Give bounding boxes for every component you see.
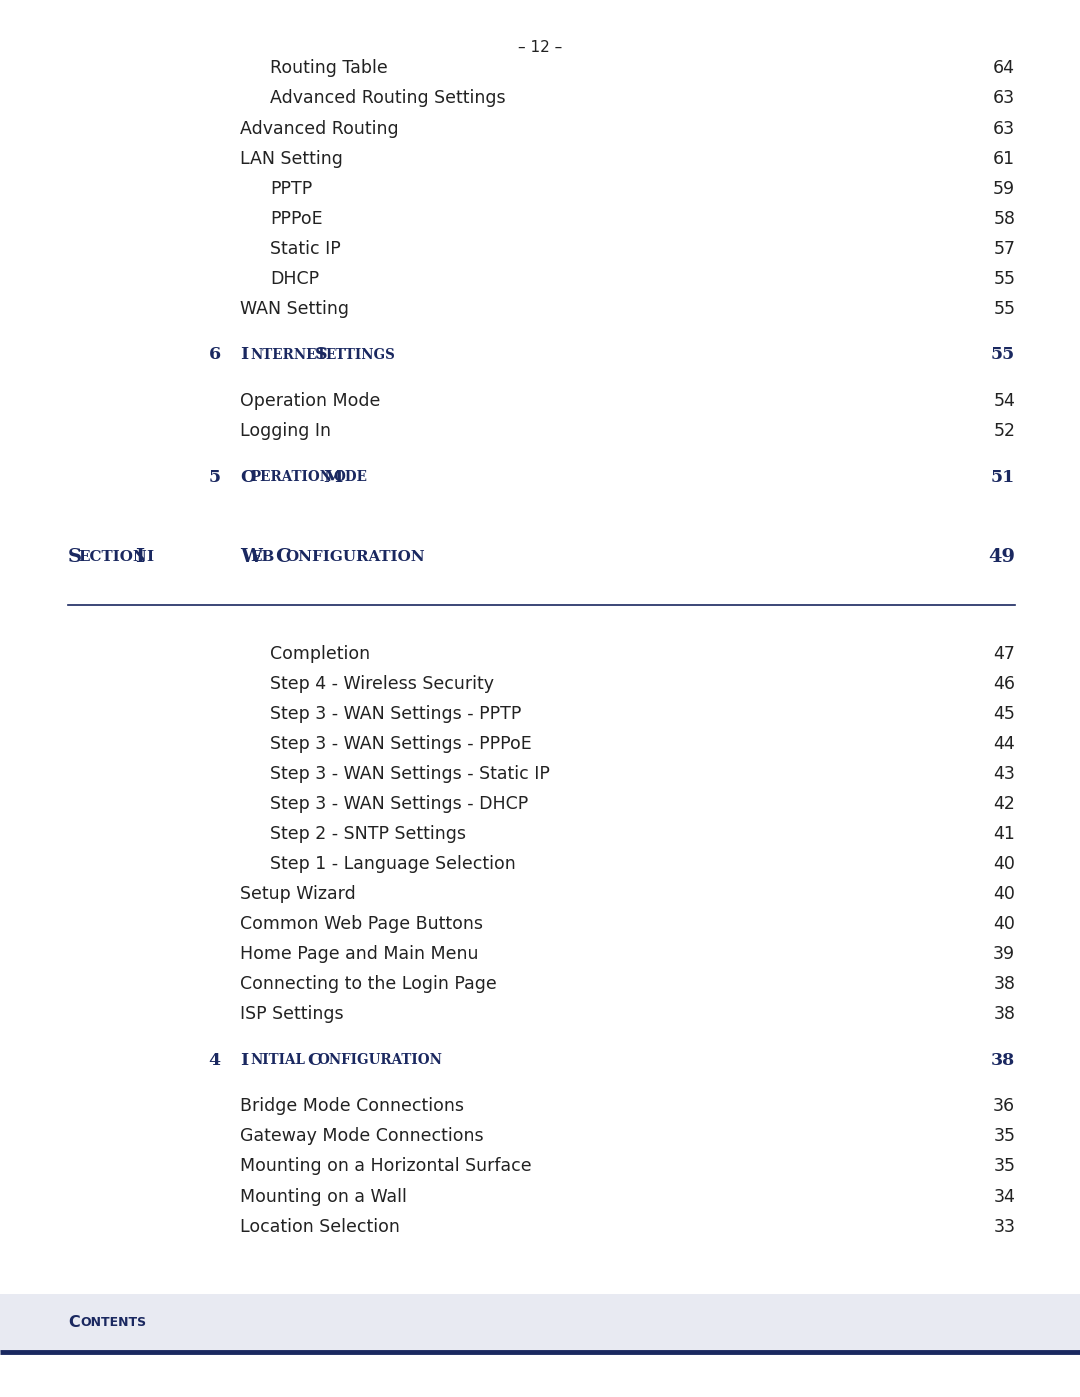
Text: DHCP: DHCP — [270, 270, 319, 288]
Text: 38: 38 — [994, 975, 1015, 993]
Text: I: I — [136, 549, 145, 566]
Text: C: C — [68, 1316, 80, 1330]
Text: 43: 43 — [994, 766, 1015, 782]
Text: 61: 61 — [994, 149, 1015, 168]
Text: 36: 36 — [994, 1098, 1015, 1115]
Text: C: C — [308, 1052, 321, 1069]
Text: 52: 52 — [994, 422, 1015, 440]
Text: 55: 55 — [994, 300, 1015, 317]
Bar — [0, 1294, 1080, 1352]
Text: 44: 44 — [994, 735, 1015, 753]
Text: NITIAL: NITIAL — [251, 1053, 305, 1067]
Text: Step 2 - SNTP Settings: Step 2 - SNTP Settings — [270, 826, 465, 842]
Text: Completion: Completion — [270, 645, 370, 662]
Text: 42: 42 — [994, 795, 1015, 813]
Text: 38: 38 — [994, 1006, 1015, 1023]
Text: 45: 45 — [994, 705, 1015, 722]
Text: 46: 46 — [994, 675, 1015, 693]
Text: LAN Setting: LAN Setting — [240, 149, 342, 168]
Text: I: I — [146, 550, 153, 564]
Text: Advanced Routing Settings: Advanced Routing Settings — [270, 89, 505, 108]
Text: PPPoE: PPPoE — [270, 210, 323, 228]
Text: Step 3 - WAN Settings - PPTP: Step 3 - WAN Settings - PPTP — [270, 705, 522, 722]
Text: PERATION: PERATION — [251, 469, 332, 485]
Text: 47: 47 — [994, 645, 1015, 662]
Text: PPTP: PPTP — [270, 180, 312, 197]
Text: Bridge Mode Connections: Bridge Mode Connections — [240, 1098, 463, 1115]
Text: – 12 –: – 12 – — [518, 41, 562, 54]
Text: Step 3 - WAN Settings - PPPoE: Step 3 - WAN Settings - PPPoE — [270, 735, 531, 753]
Text: Step 3 - WAN Settings - DHCP: Step 3 - WAN Settings - DHCP — [270, 795, 528, 813]
Text: ONFIGURATION: ONFIGURATION — [318, 1053, 443, 1067]
Text: Connecting to the Login Page: Connecting to the Login Page — [240, 975, 497, 993]
Text: Setup Wizard: Setup Wizard — [240, 886, 355, 902]
Text: 63: 63 — [994, 89, 1015, 108]
Text: ONFIGURATION: ONFIGURATION — [285, 550, 424, 564]
Text: Logging In: Logging In — [240, 422, 330, 440]
Text: 54: 54 — [994, 393, 1015, 409]
Text: Mounting on a Wall: Mounting on a Wall — [240, 1187, 407, 1206]
Text: 63: 63 — [994, 120, 1015, 137]
Text: 35: 35 — [994, 1127, 1015, 1146]
Text: 5: 5 — [208, 468, 220, 486]
Text: Static IP: Static IP — [270, 240, 341, 257]
Text: ISP Settings: ISP Settings — [240, 1006, 343, 1023]
Text: O: O — [240, 468, 255, 486]
Text: Gateway Mode Connections: Gateway Mode Connections — [240, 1127, 484, 1146]
Text: ONTENTS: ONTENTS — [80, 1316, 146, 1330]
Text: NTERNET: NTERNET — [251, 348, 326, 362]
Text: 51: 51 — [991, 468, 1015, 486]
Text: 41: 41 — [994, 826, 1015, 842]
Text: 33: 33 — [994, 1218, 1015, 1235]
Text: Step 4 - Wireless Security: Step 4 - Wireless Security — [270, 675, 494, 693]
Text: I: I — [240, 346, 248, 363]
Text: 49: 49 — [988, 549, 1015, 566]
Text: 55: 55 — [991, 346, 1015, 363]
Text: 57: 57 — [994, 240, 1015, 257]
Text: I: I — [240, 1052, 248, 1069]
Text: 34: 34 — [994, 1187, 1015, 1206]
Text: Mounting on a Horizontal Surface: Mounting on a Horizontal Surface — [240, 1158, 531, 1175]
Text: 40: 40 — [994, 915, 1015, 933]
Text: 40: 40 — [994, 886, 1015, 902]
Text: Step 1 - Language Selection: Step 1 - Language Selection — [270, 855, 516, 873]
Text: Location Selection: Location Selection — [240, 1218, 400, 1235]
Text: 64: 64 — [994, 60, 1015, 77]
Text: Common Web Page Buttons: Common Web Page Buttons — [240, 915, 483, 933]
Text: 38: 38 — [991, 1052, 1015, 1069]
Text: 58: 58 — [994, 210, 1015, 228]
Text: ODE: ODE — [334, 469, 367, 485]
Text: W: W — [240, 549, 261, 566]
Text: WAN Setting: WAN Setting — [240, 300, 349, 317]
Text: 55: 55 — [994, 270, 1015, 288]
Text: 4: 4 — [208, 1052, 220, 1069]
Text: S: S — [68, 549, 82, 566]
Text: Routing Table: Routing Table — [270, 60, 388, 77]
Text: 40: 40 — [994, 855, 1015, 873]
Text: 6: 6 — [208, 346, 220, 363]
Text: ECTION: ECTION — [78, 550, 147, 564]
Text: 35: 35 — [994, 1158, 1015, 1175]
Text: Home Page and Main Menu: Home Page and Main Menu — [240, 946, 478, 963]
Text: S: S — [315, 346, 328, 363]
Text: EB: EB — [251, 550, 274, 564]
Text: 59: 59 — [994, 180, 1015, 197]
Text: M: M — [324, 468, 342, 486]
Text: C: C — [274, 549, 291, 566]
Text: Step 3 - WAN Settings - Static IP: Step 3 - WAN Settings - Static IP — [270, 766, 550, 782]
Text: ETTINGS: ETTINGS — [326, 348, 395, 362]
Text: Operation Mode: Operation Mode — [240, 393, 380, 409]
Text: Advanced Routing: Advanced Routing — [240, 120, 399, 137]
Text: 39: 39 — [994, 946, 1015, 963]
